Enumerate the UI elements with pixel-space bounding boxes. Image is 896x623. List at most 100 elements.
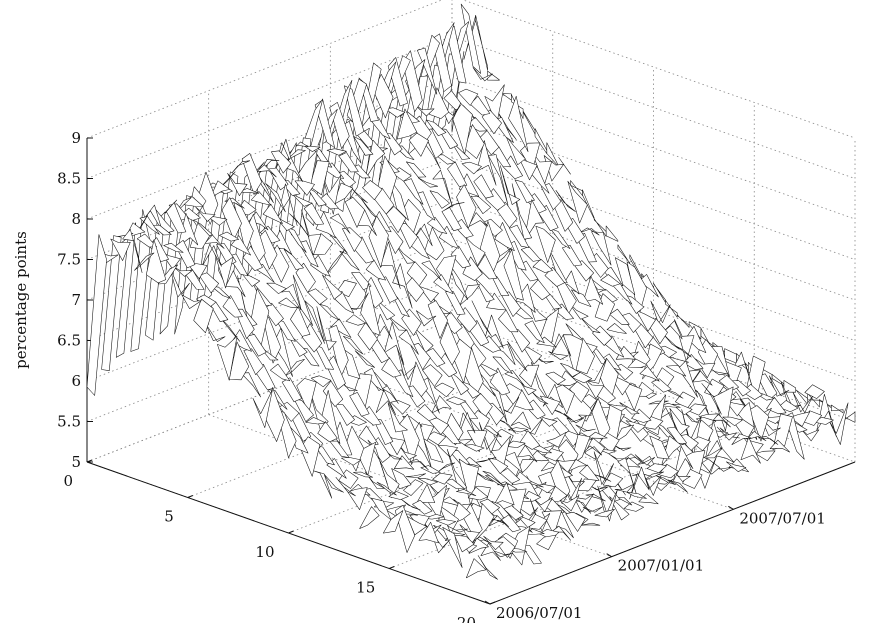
date-tick — [484, 600, 491, 605]
surface-cell — [435, 462, 456, 475]
surface-cell — [627, 358, 648, 368]
surface-cell — [569, 381, 590, 403]
surface-cell — [520, 246, 542, 262]
surface-cell — [512, 519, 533, 533]
surface-cell — [375, 389, 396, 416]
surface-cell — [468, 212, 489, 228]
surface-cell — [546, 432, 567, 448]
surface-cell — [306, 186, 327, 207]
surface-cell — [205, 323, 226, 342]
surface-cell — [509, 224, 530, 248]
surface-cell — [614, 257, 636, 295]
surface-cell — [459, 284, 480, 306]
surface-cell — [386, 314, 407, 331]
surface-cell — [639, 366, 660, 382]
surface-cell — [404, 277, 425, 302]
surface-cell — [413, 326, 434, 354]
surface-cell — [227, 173, 248, 196]
surface-cell — [461, 456, 482, 468]
surface-cell — [266, 282, 287, 294]
surface-cell — [472, 67, 493, 82]
z-tick-label: 6.5 — [57, 332, 81, 350]
surface-cell — [416, 404, 437, 422]
surface-cell — [338, 152, 359, 173]
surface-cell — [499, 397, 520, 414]
surface-cell — [665, 365, 687, 377]
x-tick — [389, 566, 395, 569]
surface-cell — [360, 283, 381, 336]
surface-cell — [307, 288, 328, 305]
axes — [86, 137, 856, 605]
surface-cell — [412, 500, 433, 515]
surface-cell — [324, 249, 345, 277]
surface-cell — [590, 398, 611, 443]
surface-cell — [502, 452, 523, 473]
surface-cell — [519, 430, 541, 450]
surface-row — [86, 229, 498, 580]
surface-cell — [520, 490, 541, 502]
surface-cell — [532, 497, 553, 512]
surface-cell — [385, 107, 406, 118]
z-tick-label: 5 — [71, 453, 81, 471]
surface-cell — [284, 359, 305, 377]
surface-cell — [373, 419, 394, 445]
surface-cell — [250, 191, 272, 206]
surface-cell — [474, 277, 495, 303]
surface-cell — [580, 317, 601, 334]
surface-cell — [175, 239, 196, 269]
date-axis-line — [489, 461, 856, 605]
surface-cell — [500, 165, 521, 205]
surface-cell — [507, 341, 528, 372]
surface-cell — [692, 370, 713, 386]
surface-cell — [399, 413, 420, 465]
surface-row — [247, 150, 659, 505]
surface-cell — [522, 110, 536, 135]
surface-cell — [565, 511, 586, 532]
surface-cell — [653, 282, 666, 303]
surface-cell — [308, 387, 329, 431]
surface-cell — [122, 229, 143, 273]
surface-cell — [461, 161, 482, 175]
surface-cell — [638, 274, 659, 298]
surface-cell — [458, 458, 479, 507]
surface-cell — [271, 230, 292, 255]
surface-cell — [471, 300, 492, 337]
surface-cell — [575, 424, 596, 432]
surface-cell — [579, 464, 600, 482]
surface-cell — [655, 475, 676, 485]
z-tick-label: 9 — [71, 129, 81, 147]
surface-cell — [334, 403, 355, 426]
surface-cell — [265, 183, 286, 213]
surface-cell — [342, 227, 363, 252]
surface-cell — [354, 350, 375, 368]
surface-cell — [417, 177, 438, 188]
surface-cell — [560, 362, 581, 378]
surface-cell — [508, 95, 529, 153]
surface-cell — [519, 364, 540, 388]
surface-cell — [379, 460, 400, 498]
surface-cell — [614, 483, 635, 493]
surface-cell — [654, 422, 676, 440]
surface-cell — [623, 453, 644, 464]
surface-cell — [311, 470, 333, 499]
surface-cell — [368, 215, 389, 268]
grid-line — [451, 117, 856, 260]
surface-cell — [605, 225, 619, 242]
surface-cell — [414, 104, 435, 117]
grid-line — [451, 198, 856, 341]
surface-cell — [442, 526, 463, 568]
surface-cell — [395, 243, 416, 264]
surface-cell — [362, 180, 383, 201]
surface-cell — [535, 225, 556, 263]
surface-cell — [431, 395, 452, 414]
surface-cell — [395, 343, 417, 380]
surface-cell — [470, 195, 491, 214]
surface-cell — [646, 463, 667, 474]
surface-row — [115, 214, 528, 558]
surface-cell — [441, 207, 462, 232]
surface-cell — [511, 471, 532, 486]
surface-cell — [278, 297, 299, 309]
surface-cell — [300, 436, 321, 477]
surface-cell — [246, 334, 267, 357]
